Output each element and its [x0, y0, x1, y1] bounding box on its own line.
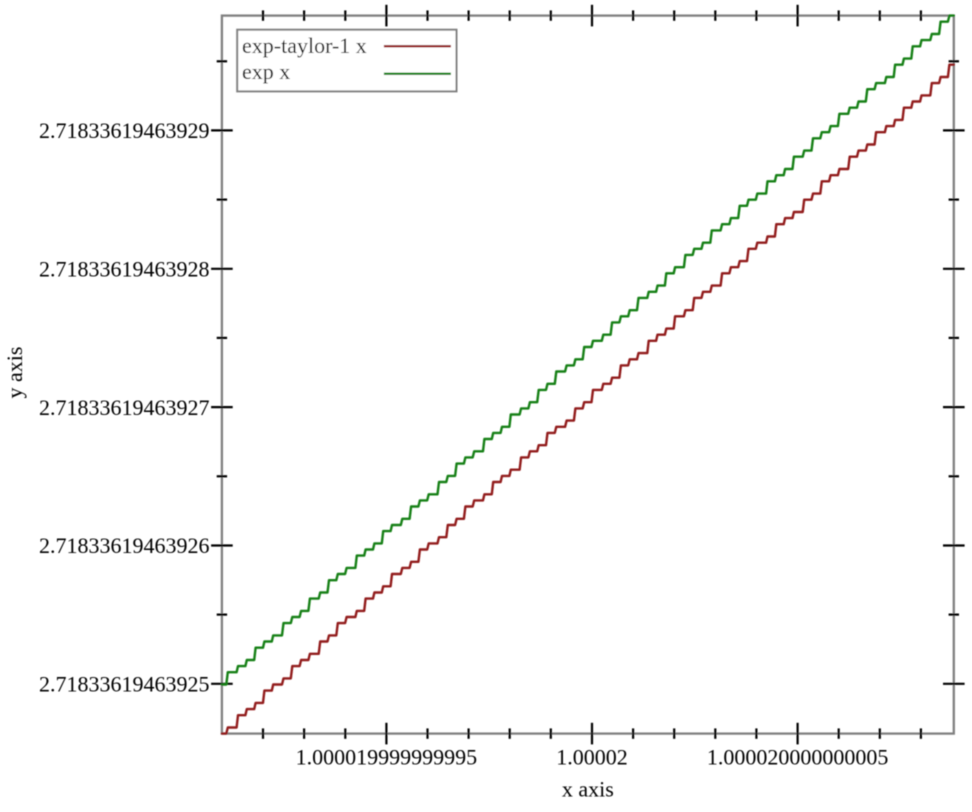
svg-text:2.71833619463927: 2.71833619463927	[39, 395, 210, 420]
svg-text:exp-taylor-1 x: exp-taylor-1 x	[242, 33, 367, 58]
svg-text:1.000019999999995: 1.000019999999995	[296, 745, 478, 770]
svg-text:2.71833619463929: 2.71833619463929	[39, 118, 210, 143]
svg-text:exp x: exp x	[242, 59, 290, 84]
svg-text:2.71833619463925: 2.71833619463925	[39, 672, 210, 697]
svg-text:1.00002: 1.00002	[556, 745, 628, 770]
svg-text:2.71833619463926: 2.71833619463926	[39, 533, 210, 558]
svg-text:1.000020000000005: 1.000020000000005	[707, 745, 889, 770]
svg-text:y axis: y axis	[2, 347, 27, 399]
svg-text:2.71833619463928: 2.71833619463928	[39, 257, 210, 282]
svg-text:x axis: x axis	[562, 777, 614, 802]
